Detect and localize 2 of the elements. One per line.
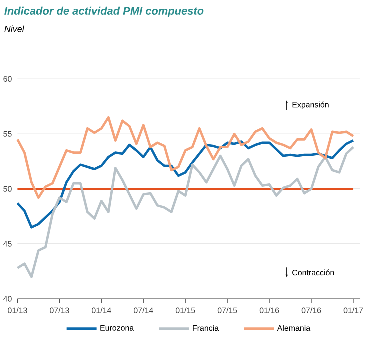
chart-title: Indicador de actividad PMI compuesto	[4, 6, 204, 18]
chart-subtitle: Nivel	[4, 26, 25, 32]
